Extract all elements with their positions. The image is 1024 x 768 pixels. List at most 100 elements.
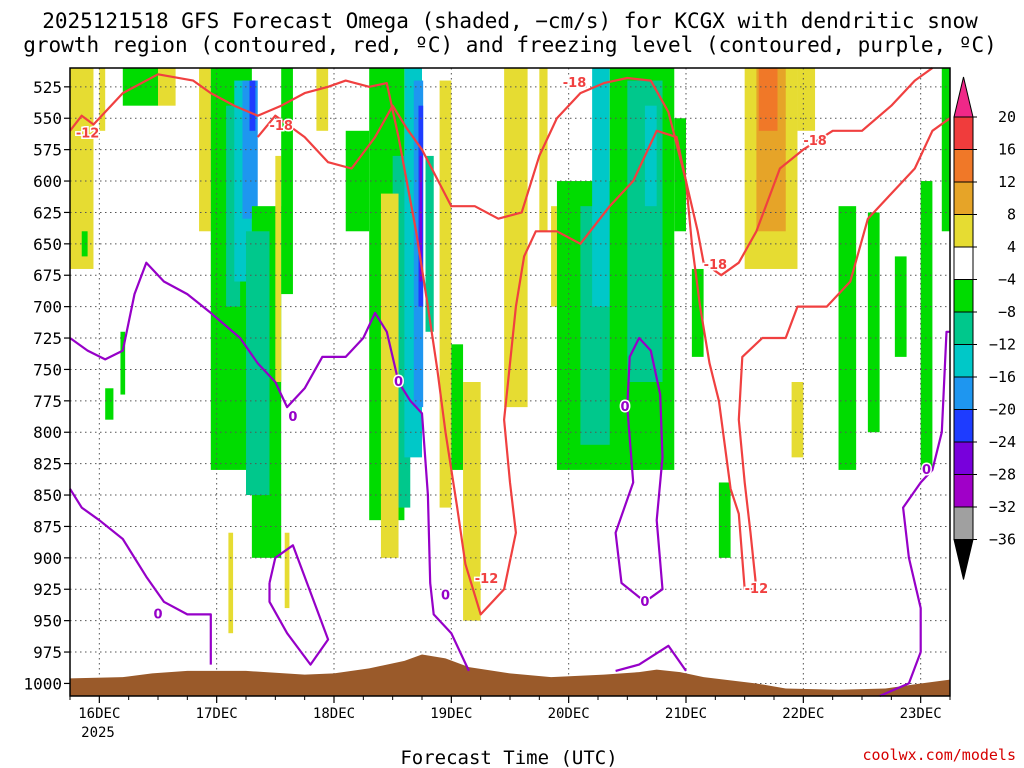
colorbar-label: −20 xyxy=(989,401,1016,419)
colorbar-bin xyxy=(953,214,974,248)
colorbar-bin xyxy=(953,506,974,540)
freezing-contour-line xyxy=(268,544,330,666)
colorbar-bin xyxy=(953,149,974,183)
y-tick-label: 775 xyxy=(33,392,62,411)
omega-cell xyxy=(718,482,731,558)
omega-cell xyxy=(380,193,399,558)
x-axis-title: Forecast Time (UTC) xyxy=(400,747,617,768)
y-tick-label: 850 xyxy=(33,486,62,505)
omega-cell xyxy=(644,105,657,207)
omega-cell xyxy=(920,181,933,470)
omega-cell xyxy=(867,212,880,433)
y-axis: 525 550 575 600 625 650 675 700 725 750 775 800 825 8… xyxy=(23,78,70,693)
x-tick-label: 23DEC xyxy=(900,706,942,722)
omega-cell xyxy=(228,532,234,634)
omega-cell xyxy=(99,68,106,131)
omega-cell xyxy=(674,118,686,232)
y-tick-label: 925 xyxy=(33,580,62,599)
freezing-contour-line xyxy=(614,336,664,603)
freezing-contour-line xyxy=(879,330,950,698)
omega-cell xyxy=(451,344,464,470)
colorbar-label: −8 xyxy=(998,303,1016,321)
colorbar: 20 16 12 8 4 −4 −8 −12 −16 −20 −24 −28 −32 −36 xyxy=(953,76,1016,580)
freezing-contour-line xyxy=(615,644,687,672)
colorbar-bin xyxy=(953,116,974,150)
dendritic-contours: -12 -12 -12 -18 -18 -18 -18 xyxy=(69,67,951,616)
dendritic-contour-label: -18 xyxy=(803,134,827,149)
colorbar-bin xyxy=(953,409,974,443)
omega-cell xyxy=(791,382,804,458)
omega-cell xyxy=(551,206,557,307)
colorbar-label: −16 xyxy=(989,368,1016,386)
y-tick-label: 525 xyxy=(33,78,62,97)
y-tick-label: 800 xyxy=(33,423,62,442)
freezing-contour-label: 0 xyxy=(620,400,629,415)
colorbar-label: −36 xyxy=(989,531,1016,549)
omega-cell xyxy=(275,155,282,382)
colorbar-label: 8 xyxy=(1007,206,1016,224)
colorbar-bin xyxy=(953,376,974,410)
y-tick-label: 1000 xyxy=(23,674,62,693)
plot-area: -12 -12 -12 -18 -18 -18 -18 0 0 0 0 0 0 0 xyxy=(69,67,951,698)
colorbar-label: −28 xyxy=(989,466,1016,484)
colorbar-label: 16 xyxy=(998,141,1016,159)
omega-cell xyxy=(281,68,293,295)
dendritic-contour-line xyxy=(256,67,934,277)
x-tick-label: 18DEC xyxy=(313,706,355,722)
colorbar-bin xyxy=(953,441,974,475)
omega-cell xyxy=(105,388,114,420)
dendritic-contour-line xyxy=(69,73,951,616)
terrain-area xyxy=(70,654,950,696)
freezing-contour-label: 0 xyxy=(153,607,162,622)
omega-cell xyxy=(691,268,704,357)
omega-shading xyxy=(70,68,950,634)
y-tick-label: 725 xyxy=(33,329,62,348)
freezing-contour-label: 0 xyxy=(640,595,649,610)
freezing-contour-label: 0 xyxy=(922,463,931,478)
omega-cell xyxy=(284,532,290,609)
terrain-fill xyxy=(70,654,950,696)
colorbar-bin xyxy=(953,279,974,313)
freezing-contour-label: 0 xyxy=(288,410,297,425)
omega-cell xyxy=(425,155,434,332)
x-tick-label: 16DEC xyxy=(78,706,120,722)
chart-title-line-2: growth region (contoured, red, ºC) and f… xyxy=(23,33,997,57)
omega-cell xyxy=(345,130,370,232)
x-tick-label: 22DEC xyxy=(782,706,824,722)
omega-cell xyxy=(249,80,256,131)
x-tick-label: 17DEC xyxy=(196,706,238,722)
y-tick-label: 575 xyxy=(33,141,62,160)
omega-cell xyxy=(199,68,211,232)
colorbar-bottom-arrow xyxy=(953,539,974,580)
freezing-contour-label: 0 xyxy=(394,375,403,390)
y-tick-label: 975 xyxy=(33,643,62,662)
colorbar-bin xyxy=(953,181,974,215)
dendritic-contour-label: -18 xyxy=(704,258,728,273)
omega-cell xyxy=(838,206,857,470)
x-tick-label: 20DEC xyxy=(548,706,590,722)
omega-cell xyxy=(592,68,610,307)
dendritic-contour-label: -12 xyxy=(475,572,499,587)
chart-title-line-1: 2025121518 GFS Forecast Omega (shaded, −… xyxy=(42,9,978,33)
x-axis: 16DEC 17DEC 18DEC 19DEC 20DEC 21DEC 22DEC 23DEC xyxy=(69,696,951,722)
freezing-level-contours: 0 0 0 0 0 0 0 xyxy=(69,261,950,698)
omega-cell xyxy=(758,68,778,131)
y-tick-label: 675 xyxy=(33,266,62,285)
dendritic-contour-label: -12 xyxy=(76,126,100,141)
y-tick-label: 950 xyxy=(33,612,62,631)
colorbar-bin xyxy=(953,246,974,280)
colorbar-label: 4 xyxy=(1007,238,1016,256)
x-tick-label: 19DEC xyxy=(430,706,472,722)
y-tick-label: 650 xyxy=(33,235,62,254)
omega-cell xyxy=(81,231,88,257)
y-tick-label: 750 xyxy=(33,360,62,379)
colorbar-label: 12 xyxy=(998,173,1016,191)
colorbar-label: 20 xyxy=(998,108,1016,126)
colorbar-label: −12 xyxy=(989,336,1016,354)
colorbar-label: −24 xyxy=(989,433,1016,451)
colorbar-bin xyxy=(953,344,974,378)
colorbar-label: −4 xyxy=(998,271,1016,289)
y-tick-label: 825 xyxy=(33,455,62,474)
y-tick-label: 875 xyxy=(33,517,62,536)
